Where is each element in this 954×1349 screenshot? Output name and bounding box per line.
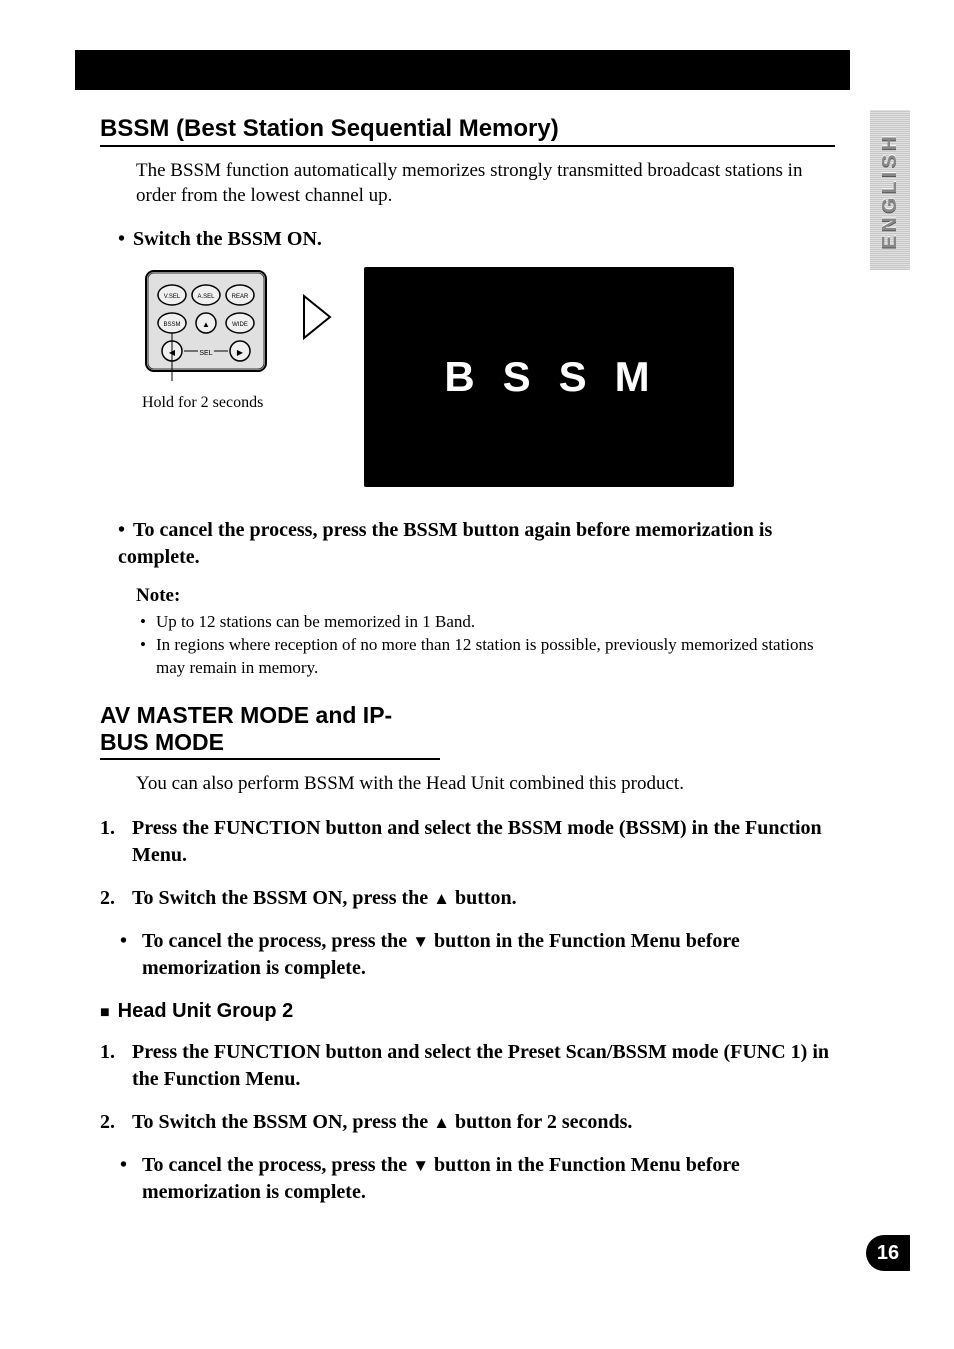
g2-cancel-text: To cancel the process, press the ▼ butto… [142, 1152, 835, 1206]
btn-right: ▶ [237, 348, 244, 357]
g2-cancel-bullet: • To cancel the process, press the ▼ but… [120, 1152, 835, 1206]
triangle-up-icon: ▲ [433, 888, 450, 911]
btn-bssm: BSSM [163, 322, 180, 328]
step-2-text: To Switch the BSSM ON, press the ▲ butto… [132, 885, 835, 912]
bullet-switch-on: • Switch the BSSM ON. [118, 226, 835, 253]
note-item: Up to 12 stations can be memorized in 1 … [140, 611, 835, 634]
bssm-intro: The BSSM function automatically memorize… [136, 159, 835, 208]
bullet-cancel: •To cancel the process, press the BSSM b… [118, 517, 835, 571]
step-number: 2. [100, 885, 132, 912]
step-2: 2. To Switch the BSSM ON, press the ▲ bu… [100, 885, 835, 912]
btn-vsel: V.SEL [164, 294, 181, 300]
g2-step-2: 2. To Switch the BSSM ON, press the ▲ bu… [100, 1109, 835, 1136]
btn-sel: SEL [199, 350, 212, 357]
section-title-av: AV MASTER MODE and IP-BUS MODE [100, 702, 440, 760]
section-title-text: BSSM (Best Station Sequential Memory) [100, 115, 559, 142]
bullet-dot: • [120, 1152, 142, 1206]
remote-svg: V.SEL A.SEL REAR BSSM ▲ WIDE ◀ SEL ▶ [142, 267, 270, 383]
cancel-text: To cancel the process, press the ▼ butto… [142, 928, 835, 982]
page-number: 16 [877, 1242, 899, 1265]
display-text: BSSM [420, 353, 677, 401]
hold-caption: Hold for 2 seconds [142, 394, 270, 412]
bullet-dot: • [118, 228, 125, 250]
g2-step-1: 1. Press the FUNCTION button and select … [100, 1039, 835, 1093]
figure-row: V.SEL A.SEL REAR BSSM ▲ WIDE ◀ SEL ▶ [142, 267, 835, 487]
display-screen: BSSM [364, 267, 734, 487]
cancel-bullet: • To cancel the process, press the ▼ but… [120, 928, 835, 982]
step-number: 1. [100, 815, 132, 869]
language-tab-text: ENGLISH [879, 132, 902, 249]
step-1-text: Press the FUNCTION button and select the… [132, 815, 835, 869]
note-item: In regions where reception of no more th… [140, 634, 835, 680]
step-number: 2. [100, 1109, 132, 1136]
btn-asel: A.SEL [197, 294, 215, 300]
triangle-up-icon: ▲ [433, 1112, 450, 1135]
step-number: 1. [100, 1039, 132, 1093]
language-tab: ENGLISH [870, 110, 910, 270]
bullet-cancel-text: To cancel the process, press the BSSM bu… [118, 519, 772, 568]
btn-up: ▲ [202, 320, 210, 329]
header-black-bar [75, 50, 850, 90]
square-bullet-icon: ■ [100, 1004, 110, 1021]
remote-diagram: V.SEL A.SEL REAR BSSM ▲ WIDE ◀ SEL ▶ [142, 267, 270, 412]
page-content: BSSM (Best Station Sequential Memory) Th… [100, 115, 835, 1224]
step-1: 1. Press the FUNCTION button and select … [100, 815, 835, 869]
subsection-text: Head Unit Group 2 [118, 1000, 294, 1022]
g2-step-1-text: Press the FUNCTION button and select the… [132, 1039, 835, 1093]
note-block: Note: Up to 12 stations can be memorized… [136, 585, 835, 680]
btn-rear: REAR [232, 294, 249, 300]
arrow-indicator [300, 267, 334, 367]
bullet-switch-text: Switch the BSSM ON. [133, 228, 322, 250]
av-intro: You can also perform BSSM with the Head … [136, 772, 835, 797]
note-list: Up to 12 stations can be memorized in 1 … [136, 611, 835, 680]
btn-wide: WIDE [232, 322, 248, 328]
section-title-bssm: BSSM (Best Station Sequential Memory) [100, 115, 835, 147]
triangle-down-icon: ▼ [412, 931, 429, 954]
note-title: Note: [136, 585, 835, 607]
g2-step-2-text: To Switch the BSSM ON, press the ▲ butto… [132, 1109, 835, 1136]
triangle-down-icon: ▼ [412, 1155, 429, 1178]
bullet-dot: • [120, 928, 142, 982]
subsection-head-unit-2: ■ Head Unit Group 2 [100, 1000, 835, 1023]
page-number-badge: 16 [866, 1235, 910, 1271]
bullet-dot: • [118, 519, 125, 541]
arrow-icon [300, 292, 334, 342]
